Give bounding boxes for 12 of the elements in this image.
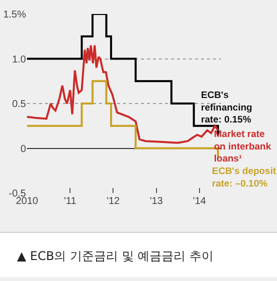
y-tick-label: 1.5% [3, 10, 26, 20]
x-tick-label: '12 [106, 196, 120, 207]
x-tick-label: '11 [64, 196, 77, 207]
x-tick-label: '13 [150, 196, 164, 207]
text: ▲ ECB의 기준금리 및 예금금리 추이 [17, 249, 214, 263]
y-tick-label: 1.0 [12, 54, 26, 66]
x-tick-label: '14 [192, 196, 206, 207]
x-tick-label: 2010 [16, 196, 39, 207]
series-label: ECB's deposit rate: –0.10% [212, 166, 277, 190]
y-tick-label: 0.5 [12, 99, 26, 110]
series-label: ECB's refinancing rate: 0.15% [201, 90, 252, 126]
y-tick-label: 0 [20, 144, 26, 155]
